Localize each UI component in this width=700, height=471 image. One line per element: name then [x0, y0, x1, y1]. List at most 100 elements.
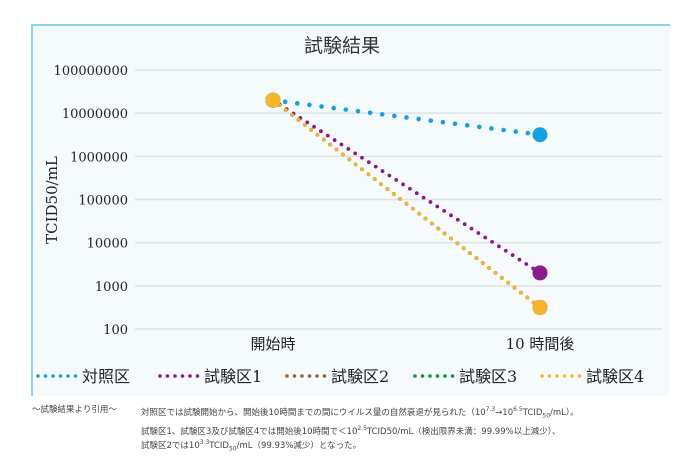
series-line-dot: [315, 132, 320, 137]
y-tick-label: 10000: [87, 237, 128, 252]
series-line-dot: [332, 138, 337, 142]
series-line-dot: [455, 241, 460, 246]
series-line-dot: [513, 129, 519, 134]
x-tick-label: 10 時間後: [506, 335, 575, 353]
note-line-2: 試験区1、試験区3及び試験区4では開始後10時間で＜102.5TCID50/mL…: [141, 424, 561, 437]
series-line-dot: [385, 187, 390, 191]
y-axis-label: TCID50/mL: [43, 156, 61, 244]
series-line-dot: [283, 108, 288, 112]
legend-label: 対照区: [82, 367, 130, 386]
series-line-dot: [442, 209, 447, 213]
series-line-dot: [525, 130, 531, 136]
series-line-dot: [480, 261, 485, 265]
series-line-dot: [524, 262, 529, 266]
series-line-dot: [449, 213, 453, 218]
series-line-dot: [452, 121, 458, 127]
series-line-dot: [398, 196, 403, 201]
series-line-dot: [493, 270, 498, 275]
series-line-dot: [476, 231, 481, 235]
series-line-dot: [519, 290, 523, 295]
series-line-dot: [321, 137, 326, 142]
legend-marker-dot: [180, 374, 185, 378]
series-line-dot: [436, 226, 441, 231]
legend-marker-dot: [36, 374, 40, 378]
series-line-dot: [312, 124, 316, 129]
series-line-dot: [410, 206, 415, 211]
series-line-dot: [449, 236, 453, 241]
series-line-dot: [525, 295, 530, 300]
series-line-dot: [464, 123, 470, 128]
series-line-dot: [428, 118, 434, 123]
chart: 試験結果 100 1000 10000 100000 1000000 10000000 100…: [36, 35, 662, 386]
series-line-dot: [435, 204, 440, 209]
series-line-dot: [489, 126, 494, 131]
data-point-1: [532, 127, 548, 143]
series-line-dot: [503, 248, 508, 253]
legend-label: 試験区2: [331, 367, 389, 386]
series-line-dot: [339, 142, 344, 147]
legend-marker-dot: [158, 374, 162, 378]
series-line-dot: [430, 221, 434, 226]
series-line-dot: [462, 222, 467, 227]
data-point-5: [532, 299, 548, 315]
legend-marker-dot: [58, 374, 63, 378]
chart-panel: [31, 24, 670, 396]
y-tick-label: 100: [103, 323, 128, 338]
source-note: 〜試験結果より引用〜: [32, 405, 117, 415]
legend-marker-dot: [450, 374, 455, 378]
legend-marker-dot: [51, 374, 55, 378]
series-line-dot: [404, 115, 409, 120]
series-line-dot: [379, 112, 385, 117]
series-line-dot: [404, 201, 409, 206]
legend-marker-dot: [285, 374, 289, 378]
legend-marker-dot: [292, 374, 297, 378]
legend-marker-dot: [413, 374, 417, 378]
series-line-dot: [366, 160, 371, 165]
series-line-dot: [319, 129, 323, 134]
series-line-dot: [290, 113, 294, 117]
series-line-dot: [373, 164, 378, 169]
legend-label: 試験区1: [204, 367, 262, 386]
series-line-dot: [343, 107, 349, 112]
series-line-dot: [346, 147, 351, 151]
data-point-2: [532, 265, 548, 281]
series-line-dot: [334, 147, 339, 152]
series-line-dot: [353, 151, 358, 156]
series-line-dot: [307, 102, 312, 108]
series-line-dot: [392, 113, 397, 119]
legend-marker-dot: [73, 374, 78, 378]
legend-marker-dot: [66, 374, 70, 378]
y-tick-label: 10000000: [62, 107, 128, 122]
series-line-dot: [499, 275, 504, 280]
note-line-1: 対照区では試験開始から、開始後10時間までの間にウイルス量の自然衰退が見られた（…: [141, 406, 579, 420]
legend-marker-dot: [577, 374, 582, 378]
series-line-dot: [469, 226, 474, 231]
series-line-dot: [296, 118, 301, 122]
series-line-dot: [414, 191, 419, 196]
chart-title: 試験結果: [304, 35, 380, 57]
series-line-dot: [319, 104, 324, 109]
series-line-dot: [305, 120, 310, 125]
series-line-dot: [366, 172, 371, 177]
series-line-dot: [417, 211, 422, 216]
series-line-dot: [416, 116, 421, 122]
result-note: 対照区では試験開始から、開始後10時間までの間にウイルス量の自然衰退が見られた（…: [141, 404, 579, 456]
legend-marker-dot: [315, 374, 319, 378]
series-line-dot: [360, 155, 364, 160]
series-line-dot: [474, 256, 479, 260]
series-line-dot: [294, 101, 300, 106]
legend-marker-dot: [443, 374, 447, 378]
series-line-dot: [510, 253, 515, 258]
legend-marker-dot: [165, 374, 170, 378]
series-line-dot: [379, 182, 383, 186]
series-line-dot: [328, 142, 333, 147]
series-line-dot: [325, 133, 330, 138]
series-line-dot: [372, 177, 377, 182]
x-tick-label: 開始時: [250, 335, 295, 353]
series-line-dot: [347, 157, 352, 162]
series-line-dot: [380, 169, 385, 173]
series-line-dot: [401, 182, 405, 187]
legend-marker-dot: [300, 374, 304, 378]
series-line-dot: [421, 195, 426, 200]
legend-marker-dot: [188, 374, 192, 378]
